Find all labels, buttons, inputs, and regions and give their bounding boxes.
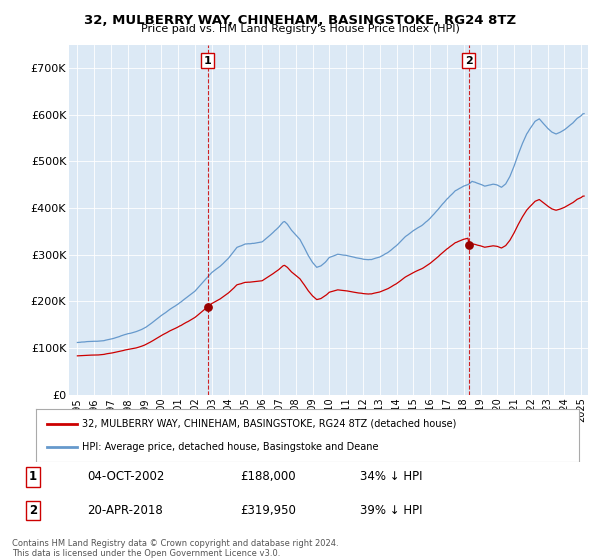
- Text: 20-APR-2018: 20-APR-2018: [87, 504, 163, 517]
- Text: 34% ↓ HPI: 34% ↓ HPI: [360, 470, 422, 483]
- Text: 1: 1: [203, 55, 211, 66]
- Text: 39% ↓ HPI: 39% ↓ HPI: [360, 504, 422, 517]
- Point: [464, 241, 473, 250]
- Text: 32, MULBERRY WAY, CHINEHAM, BASINGSTOKE, RG24 8TZ: 32, MULBERRY WAY, CHINEHAM, BASINGSTOKE,…: [84, 14, 516, 27]
- Text: £188,000: £188,000: [240, 470, 296, 483]
- Point: [203, 302, 212, 311]
- Text: This data is licensed under the Open Government Licence v3.0.: This data is licensed under the Open Gov…: [12, 549, 280, 558]
- Text: HPI: Average price, detached house, Basingstoke and Deane: HPI: Average price, detached house, Basi…: [82, 442, 379, 452]
- Text: Price paid vs. HM Land Registry's House Price Index (HPI): Price paid vs. HM Land Registry's House …: [140, 24, 460, 34]
- Text: 1: 1: [29, 470, 37, 483]
- Text: 32, MULBERRY WAY, CHINEHAM, BASINGSTOKE, RG24 8TZ (detached house): 32, MULBERRY WAY, CHINEHAM, BASINGSTOKE,…: [82, 419, 457, 429]
- Text: £319,950: £319,950: [240, 504, 296, 517]
- Text: 2: 2: [465, 55, 472, 66]
- Text: 2: 2: [29, 504, 37, 517]
- Text: 04-OCT-2002: 04-OCT-2002: [87, 470, 164, 483]
- Text: Contains HM Land Registry data © Crown copyright and database right 2024.: Contains HM Land Registry data © Crown c…: [12, 539, 338, 548]
